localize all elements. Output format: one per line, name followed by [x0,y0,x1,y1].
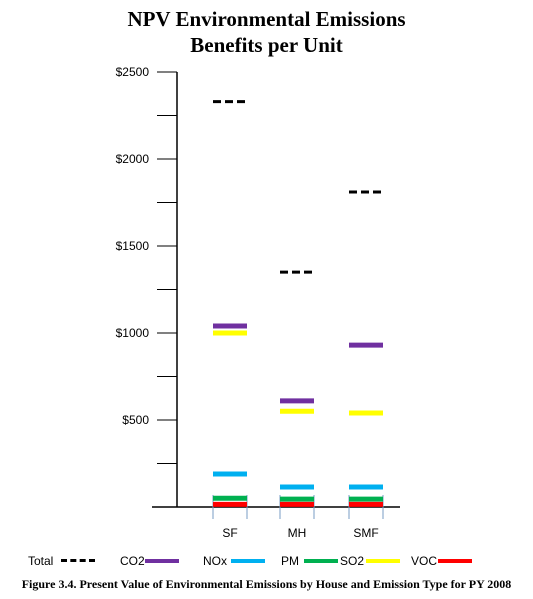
chart-title-line1: NPV Environmental Emissions [127,7,406,31]
legend-item-nox: NOx [28,553,528,569]
legend-item-co2: CO2 [28,553,528,569]
legend-item-voc: VOC [28,553,528,569]
legend-item-so2: SO2 [28,553,528,569]
legend-label: SO2 [340,554,365,568]
y-tick-label: $500 [122,413,149,427]
legend-label: VOC [411,554,438,568]
legend-swatch [231,559,265,563]
legend-item-total: Total [28,553,528,569]
legend-label: PM [281,554,299,568]
legend-swatch [61,559,95,562]
legend-label: CO2 [120,554,145,568]
category-label: MH [288,526,307,540]
legend-label: NOx [203,554,227,568]
category-label: SMF [353,526,378,540]
chart-title: NPV Environmental Emissions Benefits per… [0,6,533,58]
figure-caption: Figure 3.4. Present Value of Environment… [21,577,512,591]
legend-swatch [145,559,179,563]
category-label: SF [222,526,237,540]
legend-swatch [366,559,400,563]
y-tick-label: $1000 [116,326,150,340]
y-tick-label: $2000 [116,152,150,166]
emissions-chart: $500 $1000 $1500 $2000 $2500 SF MH SMF [116,65,400,540]
legend-swatch [304,559,338,563]
legend-label: Total [28,554,54,568]
legend: Total CO2 NOx PM SO2 VOC [28,553,528,569]
chart-title-line2: Benefits per Unit [190,33,343,57]
legend-item-pm: PM [28,553,528,569]
y-tick-label: $2500 [116,65,150,79]
y-tick-label: $1500 [116,239,150,253]
legend-swatch [438,559,472,563]
